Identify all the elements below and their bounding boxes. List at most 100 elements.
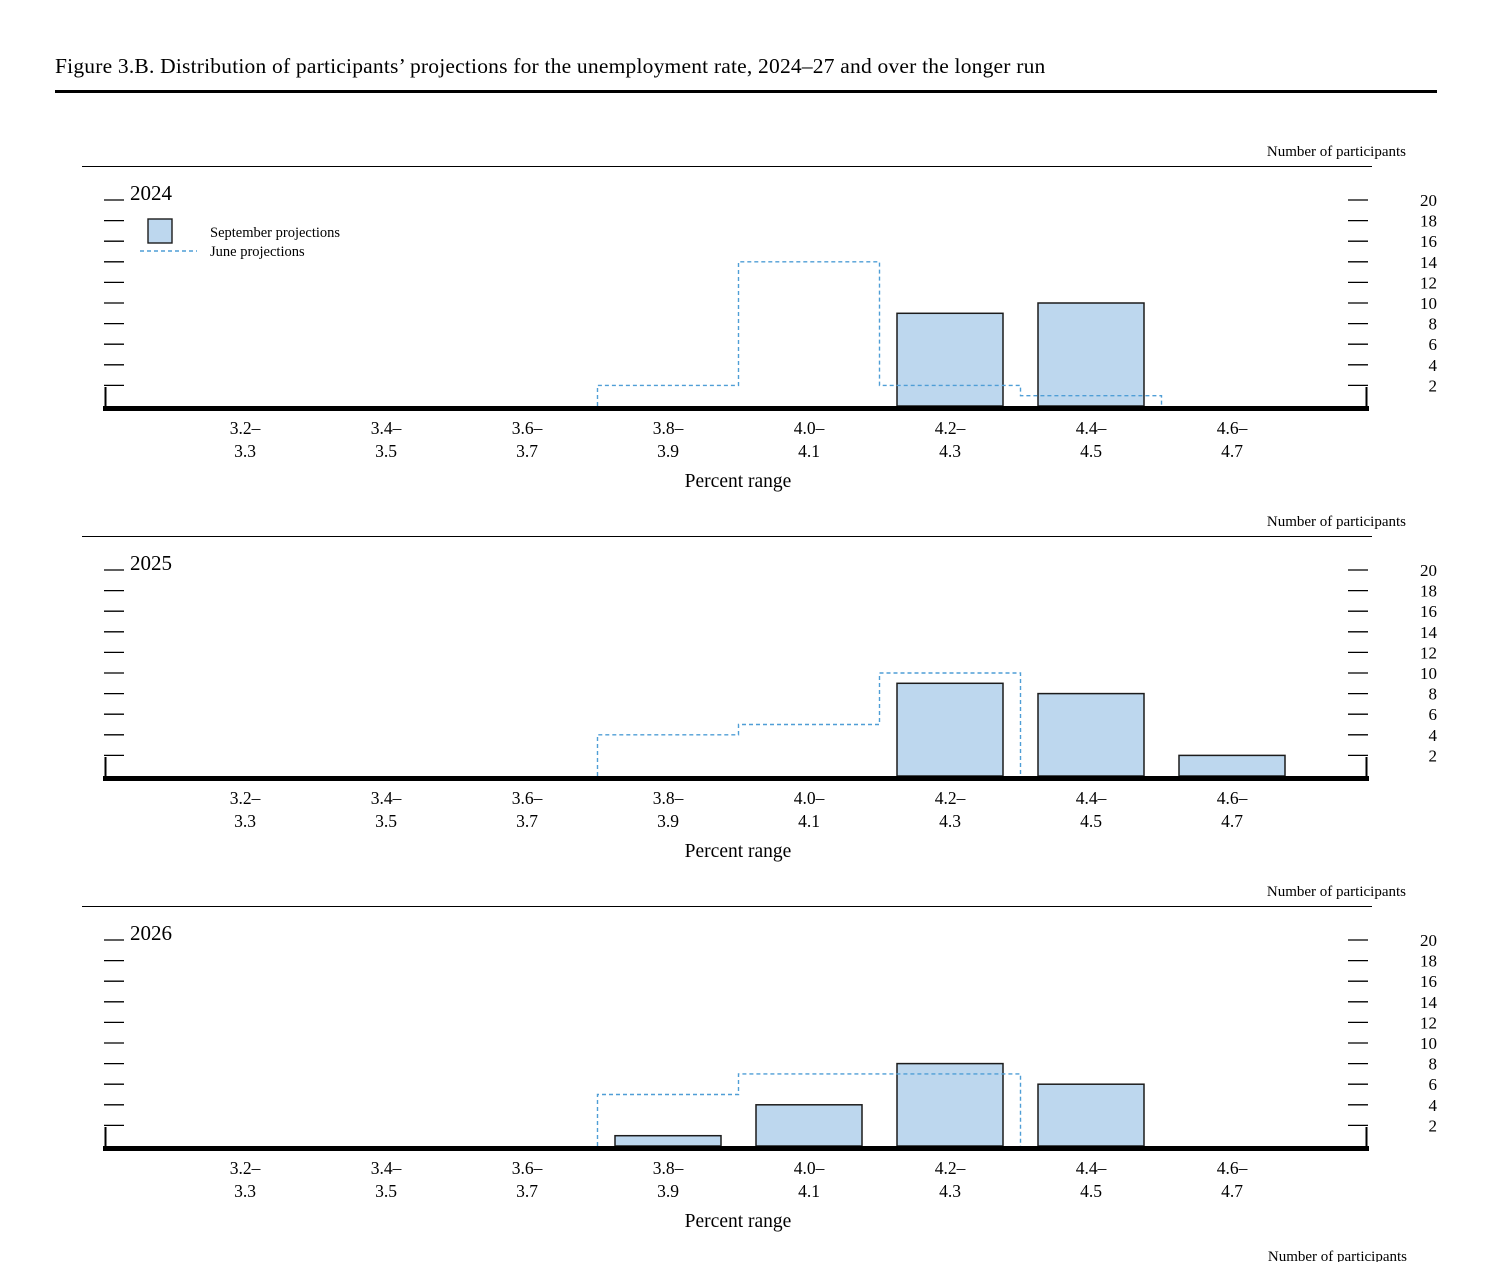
september-bar <box>614 1134 722 1147</box>
x-category-label-bottom: 3.3 <box>234 811 256 831</box>
participants-axis-label: Number of participants <box>1267 514 1406 530</box>
y-tick-label: 18 <box>1420 582 1437 601</box>
participants-axis-label: Number of participants <box>1267 884 1406 900</box>
x-category-label-top: 3.6– <box>512 1158 543 1178</box>
x-category-label-top: 3.4– <box>371 788 402 808</box>
x-category-label-bottom: 4.3 <box>939 1181 961 1201</box>
june-projection-line <box>596 261 1163 406</box>
y-tick-label: 14 <box>1420 623 1438 642</box>
y-tick-label: 18 <box>1420 952 1437 971</box>
x-category-label-bottom: 4.5 <box>1080 811 1102 831</box>
x-category-label-top: 3.6– <box>512 418 543 438</box>
y-tick-label: 20 <box>1420 191 1437 210</box>
x-category-label-bottom: 3.9 <box>657 811 679 831</box>
x-category-label-top: 4.6– <box>1217 418 1248 438</box>
x-category-label-bottom: 3.5 <box>375 1181 397 1201</box>
x-category-label-top: 4.0– <box>794 418 825 438</box>
x-category-label-top: 3.2– <box>230 788 261 808</box>
participants-axis-label-partial: Number of participants <box>1267 1250 1407 1262</box>
participants-axis-label: Number of participants <box>1267 144 1406 160</box>
x-category-label-top: 3.6– <box>512 788 543 808</box>
x-category-label-bottom: 3.9 <box>657 441 679 461</box>
x-category-label-top: 4.4– <box>1076 418 1107 438</box>
x-category-label-top: 3.8– <box>653 418 684 438</box>
x-category-label-bottom: 3.5 <box>375 811 397 831</box>
panel-year-label: 2026 <box>130 921 172 945</box>
x-category-label-bottom: 3.9 <box>657 1181 679 1201</box>
x-category-label-top: 3.2– <box>230 1158 261 1178</box>
x-category-label-bottom: 3.7 <box>516 811 538 831</box>
figure-title: Figure 3.B. Distribution of participants… <box>55 54 1046 78</box>
y-tick-label: 18 <box>1420 212 1437 231</box>
y-tick-label: 8 <box>1429 315 1438 334</box>
x-category-label-bottom: 3.3 <box>234 441 256 461</box>
y-tick-label: 10 <box>1420 664 1437 683</box>
x-axis-title: Percent range <box>685 471 792 492</box>
x-category-label-top: 4.2– <box>935 1158 966 1178</box>
x-category-label-bottom: 4.3 <box>939 441 961 461</box>
y-tick-label: 6 <box>1429 335 1438 354</box>
panel-2025: Number of participants 2025 2 4 6 8 10 12 14 16 18… <box>0 510 1500 880</box>
y-tick-label: 12 <box>1420 1013 1437 1032</box>
x-category-label-bottom: 4.7 <box>1221 441 1243 461</box>
x-category-label-bottom: 3.3 <box>234 1181 256 1201</box>
legend-june-label: June projections <box>210 244 305 260</box>
x-category-label-bottom: 4.7 <box>1221 811 1243 831</box>
x-category-label-top: 4.4– <box>1076 1158 1107 1178</box>
y-tick-label: 20 <box>1420 931 1437 950</box>
x-category-label-bottom: 4.1 <box>798 1181 820 1201</box>
x-category-label-bottom: 4.3 <box>939 811 961 831</box>
y-tick-label: 6 <box>1429 705 1438 724</box>
y-tick-label: 14 <box>1420 253 1438 272</box>
x-category-label-top: 3.8– <box>653 788 684 808</box>
figure-header: Figure 3.B. Distribution of participants… <box>0 0 1500 140</box>
panel-year-label: 2024 <box>130 181 173 205</box>
panels-container: Number of participants 2024 2 4 6 8 10 12 14 16 18… <box>0 140 1500 1250</box>
y-tick-label: 12 <box>1420 273 1437 292</box>
title-rule <box>55 89 1437 93</box>
x-category-label-top: 3.8– <box>653 1158 684 1178</box>
y-tick-label: 4 <box>1429 356 1438 375</box>
x-category-label-bottom: 4.1 <box>798 441 820 461</box>
june-projection-line <box>596 672 1022 776</box>
june-projection-line <box>596 1073 1022 1146</box>
legend-september-swatch <box>147 218 173 244</box>
legend-september-label: September projections <box>210 225 340 241</box>
x-category-label-top: 4.6– <box>1217 1158 1248 1178</box>
x-category-label-bottom: 3.7 <box>516 441 538 461</box>
x-category-label-top: 4.6– <box>1217 788 1248 808</box>
september-bar <box>896 1062 1004 1147</box>
y-tick-label: 16 <box>1420 232 1437 251</box>
x-axis-title: Percent range <box>685 1211 792 1232</box>
y-tick-label: 20 <box>1420 561 1437 580</box>
september-bar <box>1037 302 1145 407</box>
x-category-label-bottom: 4.5 <box>1080 441 1102 461</box>
y-tick-label: 2 <box>1429 746 1438 765</box>
september-bar <box>896 312 1004 407</box>
x-category-label-bottom: 4.5 <box>1080 1181 1102 1201</box>
september-bar <box>755 1104 863 1147</box>
x-category-label-top: 4.0– <box>794 1158 825 1178</box>
y-tick-label: 4 <box>1429 1096 1438 1115</box>
y-tick-label: 2 <box>1429 1116 1438 1135</box>
y-tick-label: 8 <box>1429 1055 1438 1074</box>
x-category-label-top: 4.4– <box>1076 788 1107 808</box>
x-category-label-top: 4.2– <box>935 418 966 438</box>
x-category-label-top: 4.2– <box>935 788 966 808</box>
panel-2024: Number of participants 2024 2 4 6 8 10 12 14 16 18… <box>0 140 1500 510</box>
x-category-label-bottom: 4.7 <box>1221 1181 1243 1201</box>
y-tick-label: 12 <box>1420 643 1437 662</box>
y-tick-label: 16 <box>1420 602 1437 621</box>
x-category-label-top: 3.4– <box>371 1158 402 1178</box>
x-category-label-bottom: 3.5 <box>375 441 397 461</box>
panel-year-label: 2025 <box>130 551 172 575</box>
x-category-label-bottom: 4.1 <box>798 811 820 831</box>
x-category-label-bottom: 3.7 <box>516 1181 538 1201</box>
september-bar <box>1037 1083 1145 1147</box>
y-tick-label: 16 <box>1420 972 1437 991</box>
y-tick-label: 8 <box>1429 685 1438 704</box>
y-tick-label: 2 <box>1429 376 1438 395</box>
september-bar <box>896 682 1004 777</box>
